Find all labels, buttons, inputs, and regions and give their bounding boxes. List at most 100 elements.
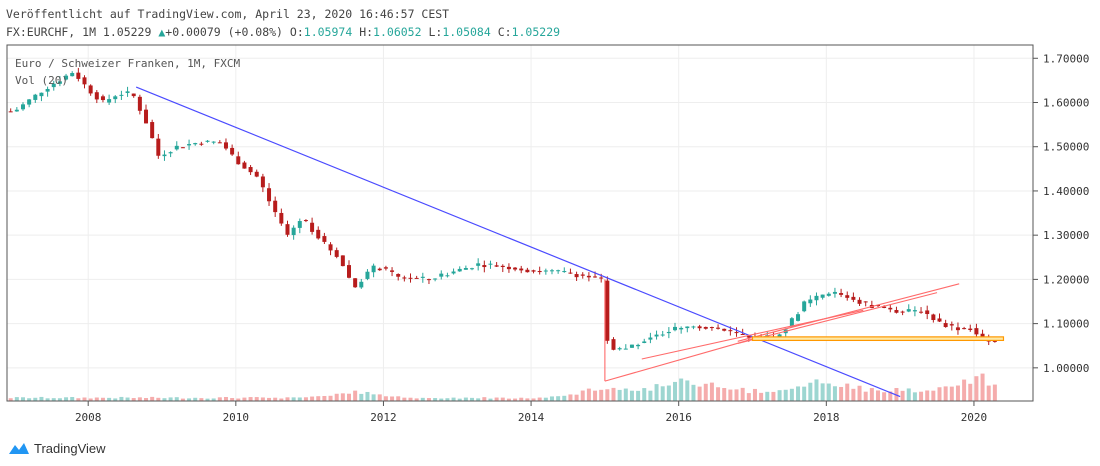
candle-body	[746, 335, 751, 338]
volume-bar	[223, 397, 228, 401]
volume-bar	[420, 397, 425, 401]
volume-bar	[260, 397, 265, 401]
brand-name: TradingView	[34, 440, 106, 456]
volume-bar	[125, 397, 130, 401]
candle-body	[955, 327, 960, 331]
candle-body	[414, 277, 419, 279]
volume-bar	[131, 398, 136, 401]
volume-bar	[599, 389, 604, 401]
volume-bar	[679, 378, 684, 401]
candle-body	[39, 92, 44, 97]
volume-bar	[722, 388, 727, 401]
candle-body	[562, 271, 567, 273]
volume-bar	[642, 388, 647, 401]
volume-bar	[562, 395, 567, 401]
chart-grid	[7, 45, 1033, 401]
candle-body	[586, 275, 591, 278]
candle-body	[365, 271, 370, 279]
candle-body	[273, 200, 278, 213]
candle-body	[839, 293, 844, 295]
high-label: H:	[359, 25, 374, 39]
volume-bar	[463, 397, 468, 401]
y-tick-label: 1.00000	[1043, 362, 1089, 375]
published-line: Veröffentlicht auf TradingView.com, Apri…	[6, 7, 450, 21]
volume-bar	[992, 384, 997, 401]
volume-bar	[211, 398, 216, 401]
volume-bar	[697, 386, 702, 401]
chart-drawings[interactable]	[135, 86, 1005, 398]
volume-bar	[826, 383, 831, 401]
volume-bar	[445, 398, 450, 401]
volume-bar	[88, 398, 93, 401]
symbol-ohlc-line: FX:EURCHF, 1M 1.05229 ▲+0.00079 (+0.08%)…	[6, 25, 560, 39]
volume-bar	[334, 393, 339, 401]
candle-body	[777, 334, 782, 338]
volume-bar	[254, 397, 259, 401]
volume-bar	[869, 388, 874, 401]
candle-body	[648, 337, 653, 340]
volume-bar	[168, 397, 173, 401]
volume-label: Vol (20)	[15, 74, 68, 87]
volume-bar	[297, 397, 302, 401]
candle-body	[636, 344, 641, 347]
candle-body	[174, 145, 179, 150]
volume-bar	[310, 396, 315, 401]
candle-body	[716, 327, 721, 329]
y-axis[interactable]: 1.70000 1.60000 1.50000 1.40000 1.30000 1.200…	[1033, 52, 1089, 375]
candle-body	[463, 268, 468, 270]
up-arrow-icon: ▲	[158, 25, 166, 39]
candle-body	[851, 296, 856, 300]
volume-bar	[113, 398, 118, 401]
close-value: 1.05229	[511, 25, 561, 39]
fan-line	[737, 283, 960, 342]
candle-body	[267, 188, 272, 202]
y-tick-label: 1.60000	[1043, 96, 1089, 109]
candle-body	[728, 330, 733, 332]
volume-bar	[107, 397, 112, 401]
candle-body	[439, 273, 444, 277]
y-tick-label: 1.20000	[1043, 273, 1089, 286]
volume-bar	[27, 398, 32, 401]
volume-bar	[728, 389, 733, 401]
volume-bar	[414, 398, 419, 401]
candle-body	[808, 299, 813, 304]
candle-body	[390, 270, 395, 272]
volume-bar	[832, 386, 837, 401]
volume-bar	[267, 397, 272, 401]
volume-bar	[303, 397, 308, 401]
candle-body	[673, 326, 678, 331]
volume-bar	[57, 398, 62, 401]
price-chart[interactable]: 1.70000 1.60000 1.50000 1.40000 1.30000 1.200…	[0, 0, 1100, 440]
candle-body	[832, 291, 837, 294]
volume-bar	[537, 397, 542, 401]
volume-bar	[900, 390, 905, 401]
x-tick-label: 2018	[813, 411, 840, 424]
x-axis[interactable]: 2008 2010 2012 2014 2016 2018 2020	[75, 401, 987, 424]
candle-body	[168, 152, 173, 154]
volume-bar	[519, 397, 524, 401]
candle-body	[537, 270, 542, 273]
volume-bar	[740, 387, 745, 401]
volume-bar	[888, 391, 893, 401]
volume-bar	[623, 388, 628, 401]
candle-body	[236, 156, 241, 165]
candle-body	[45, 88, 50, 92]
volume-bar	[636, 390, 641, 401]
volume-bar	[242, 397, 247, 401]
candle-body	[14, 109, 19, 112]
volume-bar	[875, 390, 880, 401]
volume-bar	[857, 385, 862, 401]
volume-bar	[217, 397, 222, 401]
volume-bar	[248, 397, 253, 401]
volume-bar	[371, 394, 376, 401]
candle-body	[679, 327, 684, 330]
open-value: 1.05974	[303, 25, 353, 39]
close-label: C:	[497, 25, 512, 39]
volume-bar	[180, 398, 185, 401]
candle-body	[371, 265, 376, 273]
candle-body	[420, 276, 425, 278]
symbol-label: FX:EURCHF, 1M 1.05229	[6, 25, 152, 39]
candle-body	[187, 144, 192, 146]
fan-line	[737, 292, 938, 345]
tradingview-footer[interactable]: TradingView	[8, 440, 106, 456]
